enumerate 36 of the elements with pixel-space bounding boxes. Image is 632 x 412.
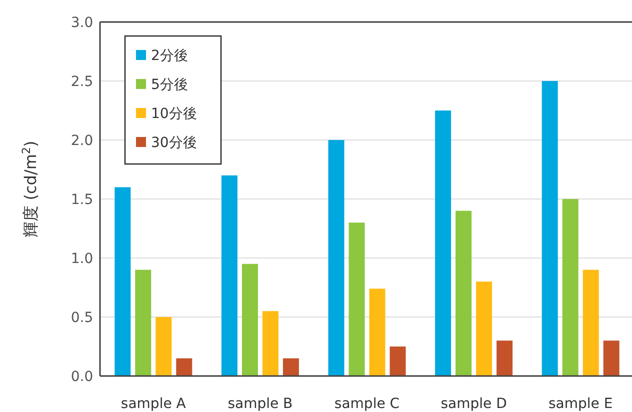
legend-label: 30分後 [151, 135, 197, 151]
x-tick-label: sample D [440, 396, 507, 412]
bar [542, 81, 558, 376]
bar [456, 210, 472, 376]
bar [328, 140, 344, 376]
bar [262, 311, 278, 376]
bar [114, 187, 131, 376]
y-tick-label: 1.5 [70, 192, 94, 208]
bar [435, 110, 452, 376]
bar [562, 199, 578, 376]
x-tick-label: sample A [120, 396, 186, 412]
bar [582, 270, 599, 376]
y-tick-label: 2.5 [70, 74, 94, 90]
bar [603, 340, 620, 376]
bar [496, 340, 513, 376]
bar [348, 222, 365, 376]
y-tick-label: 3.0 [70, 15, 94, 31]
bar [369, 288, 386, 376]
y-tick-label: 1.0 [70, 251, 94, 267]
bar [242, 264, 258, 376]
legend-label: 10分後 [151, 106, 197, 122]
bar [221, 175, 238, 376]
bar [176, 358, 192, 376]
x-tick-label: sample E [548, 396, 613, 412]
bar [390, 346, 406, 376]
y-tick-label: 0.0 [70, 369, 94, 385]
legend-label: 5分後 [151, 77, 188, 93]
legend-label: 2分後 [151, 48, 188, 64]
x-tick-label: sample B [228, 396, 293, 412]
y-tick-label: 2.0 [70, 133, 94, 149]
y-tick-label: 0.5 [70, 310, 94, 326]
bar [135, 270, 152, 376]
bar [476, 282, 492, 376]
bar [282, 358, 299, 376]
x-tick-label: sample C [334, 396, 400, 412]
bar [156, 317, 172, 376]
